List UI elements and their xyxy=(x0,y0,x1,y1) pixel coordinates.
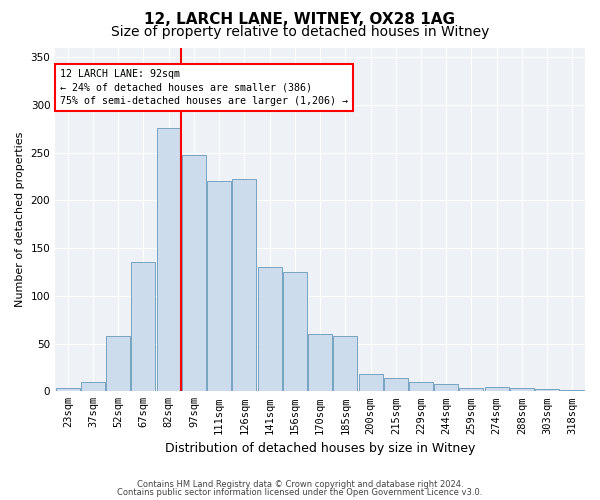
Text: 12 LARCH LANE: 92sqm
← 24% of detached houses are smaller (386)
75% of semi-deta: 12 LARCH LANE: 92sqm ← 24% of detached h… xyxy=(60,70,348,106)
Text: Contains public sector information licensed under the Open Government Licence v3: Contains public sector information licen… xyxy=(118,488,482,497)
Y-axis label: Number of detached properties: Number of detached properties xyxy=(15,132,25,307)
Bar xyxy=(81,382,105,392)
Bar xyxy=(535,390,559,392)
Bar xyxy=(106,336,130,392)
Bar xyxy=(207,181,231,392)
Bar xyxy=(384,378,408,392)
Bar xyxy=(283,272,307,392)
Bar xyxy=(157,128,181,392)
Bar xyxy=(434,384,458,392)
Bar xyxy=(182,156,206,392)
Bar xyxy=(460,388,484,392)
Bar xyxy=(359,374,383,392)
Bar xyxy=(131,262,155,392)
Bar xyxy=(56,388,80,392)
Bar xyxy=(560,390,584,392)
X-axis label: Distribution of detached houses by size in Witney: Distribution of detached houses by size … xyxy=(165,442,475,455)
Bar xyxy=(232,180,256,392)
Text: Contains HM Land Registry data © Crown copyright and database right 2024.: Contains HM Land Registry data © Crown c… xyxy=(137,480,463,489)
Bar xyxy=(510,388,534,392)
Bar xyxy=(334,336,357,392)
Bar xyxy=(257,267,281,392)
Text: 12, LARCH LANE, WITNEY, OX28 1AG: 12, LARCH LANE, WITNEY, OX28 1AG xyxy=(145,12,455,28)
Bar xyxy=(485,386,509,392)
Text: Size of property relative to detached houses in Witney: Size of property relative to detached ho… xyxy=(111,25,489,39)
Bar xyxy=(308,334,332,392)
Bar xyxy=(409,382,433,392)
